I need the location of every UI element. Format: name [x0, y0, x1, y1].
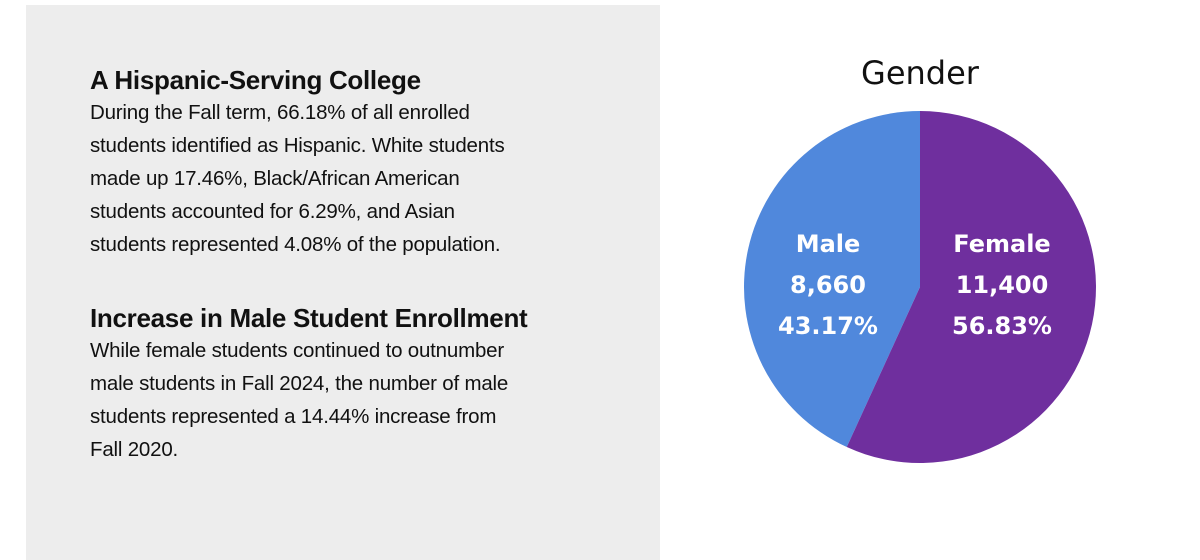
- text-panel: [26, 5, 660, 560]
- hispanic-serving-section: A Hispanic-Serving College During the Fa…: [90, 64, 505, 261]
- male-enrollment-section: Increase in Male Student Enrollment Whil…: [90, 302, 528, 466]
- slice-percent-label: 56.83%: [952, 312, 1052, 340]
- body-line: During the Fall term, 66.18% of all enro…: [90, 101, 470, 124]
- body-line: Fall 2020.: [90, 438, 179, 461]
- body-line: students accounted for 6.29%, and Asian: [90, 200, 455, 223]
- body-line: made up 17.46%, Black/African American: [90, 167, 460, 190]
- slice-percent-label: 43.17%: [778, 312, 878, 340]
- slice-label: Female: [953, 230, 1050, 258]
- body-line: While female students continued to outnu…: [90, 339, 504, 362]
- section-heading: Increase in Male Student Enrollment: [90, 303, 528, 333]
- section-heading: A Hispanic-Serving College: [90, 65, 421, 95]
- slice-value-label: 8,660: [790, 271, 866, 299]
- slice-value-label: 11,400: [956, 271, 1049, 299]
- body-line: students represented a 14.44% increase f…: [90, 405, 497, 428]
- slice-label: Male: [796, 230, 861, 258]
- body-line: students identified as Hispanic. White s…: [90, 134, 505, 157]
- pie-slice-female: [846, 111, 1096, 463]
- body-line: students represented 4.08% of the popula…: [90, 233, 501, 256]
- chart-title: Gender: [861, 54, 979, 92]
- pie-slice-male: [743, 111, 920, 448]
- body-line: male students in Fall 2024, the number o…: [90, 372, 509, 395]
